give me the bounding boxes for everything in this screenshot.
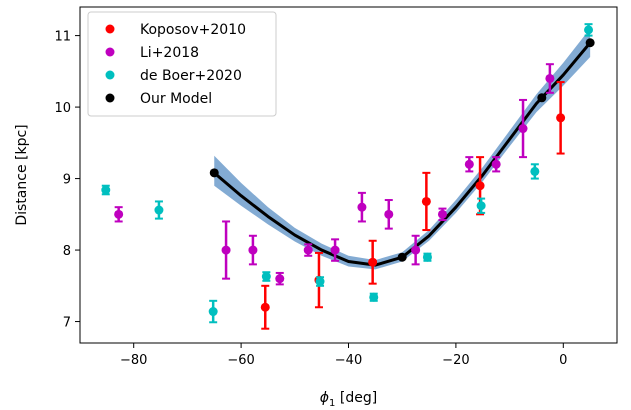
y-tick-label: 7 xyxy=(63,316,71,331)
legend-marker xyxy=(105,24,115,34)
data-points-layer xyxy=(101,23,595,330)
data-point xyxy=(584,25,594,35)
data-point xyxy=(369,292,379,302)
data-point xyxy=(411,245,421,255)
data-point xyxy=(315,277,325,287)
data-point xyxy=(518,124,528,134)
x-axis-label-symbol: ϕ xyxy=(320,390,329,406)
data-point xyxy=(530,166,540,176)
data-point xyxy=(114,209,124,219)
data-point xyxy=(464,159,474,169)
x-axis: −80 −60 −40 −20 0 xyxy=(120,343,567,368)
legend-box xyxy=(87,11,277,117)
data-point xyxy=(261,272,271,282)
data-point xyxy=(476,201,486,211)
data-point xyxy=(475,181,485,191)
data-point xyxy=(545,73,555,83)
legend-label: de Boer+2020 xyxy=(140,68,242,84)
legend-label: Koposov+2010 xyxy=(140,22,246,38)
x-tick-label: −20 xyxy=(442,353,469,368)
series-de-boer-2020 xyxy=(101,23,594,324)
data-point xyxy=(368,257,378,267)
data-point xyxy=(221,245,231,255)
x-axis-label-unit: [deg] xyxy=(335,390,377,406)
x-axis-label: ϕ1 [deg] xyxy=(320,390,377,409)
x-axis-label-subscript: 1 xyxy=(329,398,335,409)
data-point xyxy=(437,209,447,219)
legend-marker xyxy=(105,70,115,80)
data-point xyxy=(422,252,432,262)
data-point xyxy=(357,202,367,212)
y-tick-label: 10 xyxy=(54,101,71,116)
data-point xyxy=(491,159,501,169)
legend-marker xyxy=(105,93,115,103)
data-point xyxy=(208,307,218,317)
data-point xyxy=(384,209,394,219)
legend: Koposov+2010 Li+2018 de Boer+2020 Our Model xyxy=(87,11,277,117)
data-point xyxy=(585,38,595,48)
series-li-2018 xyxy=(114,63,555,286)
data-point xyxy=(330,245,340,255)
data-point xyxy=(101,185,111,195)
y-tick-label: 9 xyxy=(63,173,71,188)
data-point xyxy=(154,205,164,215)
legend-label: Li+2018 xyxy=(140,45,199,61)
data-point xyxy=(209,168,219,178)
data-point xyxy=(275,274,285,284)
x-tick-label: −60 xyxy=(227,353,254,368)
x-tick-label: 0 xyxy=(559,353,567,368)
data-point xyxy=(260,302,270,312)
y-axis-label: Distance [kpc] xyxy=(14,124,30,225)
series-our-model xyxy=(209,38,595,262)
series-koposov-2010 xyxy=(260,81,566,330)
y-tick-label: 8 xyxy=(63,244,71,259)
x-tick-label: −80 xyxy=(120,353,147,368)
data-point xyxy=(537,93,547,103)
data-point xyxy=(248,245,258,255)
data-point xyxy=(421,196,431,206)
data-point xyxy=(397,252,407,262)
legend-label: Our Model xyxy=(140,91,212,107)
data-point xyxy=(556,113,566,123)
y-axis: 7 8 9 10 11 xyxy=(54,30,80,331)
y-tick-label: 11 xyxy=(54,30,71,45)
x-tick-label: −40 xyxy=(335,353,362,368)
legend-marker xyxy=(105,47,115,57)
data-point xyxy=(303,245,313,255)
